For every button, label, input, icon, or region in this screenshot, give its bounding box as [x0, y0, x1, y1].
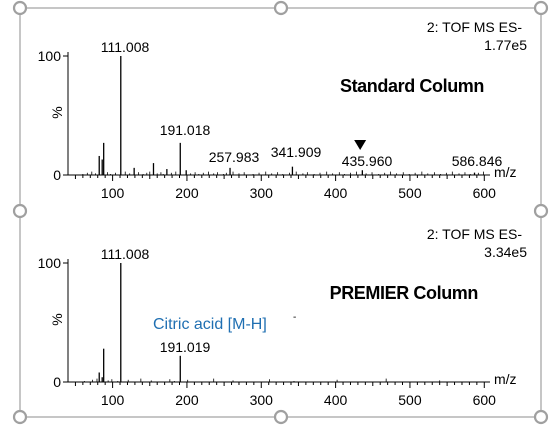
y-tick-label: 0: [53, 167, 61, 183]
x-tick-label: 200: [175, 392, 199, 408]
annotation-superscript: -: [293, 312, 296, 323]
x-tick-label: 500: [398, 392, 422, 408]
y-axis-label: %: [49, 106, 65, 118]
y-tick-label: 100: [38, 255, 62, 271]
resize-handle: [533, 409, 549, 425]
resize-handle: [533, 0, 549, 16]
resize-handle: [12, 203, 28, 219]
intensity-scale: 1.77e5: [484, 37, 527, 53]
resize-handle: [12, 0, 28, 16]
x-tick-label: 300: [250, 392, 274, 408]
peak-label: 191.019: [160, 339, 211, 355]
x-axis-label: m/z: [494, 164, 517, 180]
x-tick-label: 500: [398, 185, 422, 201]
peak-marker-triangle: [354, 140, 367, 150]
resize-handle: [273, 409, 289, 425]
peak-label: 435.960: [342, 153, 393, 169]
peak-label: 111.008: [101, 246, 150, 262]
citric-acid-annotation: Citric acid [M-H]: [153, 316, 267, 333]
x-tick-label: 100: [101, 185, 125, 201]
y-tick-label: 100: [38, 48, 62, 64]
resize-handle: [12, 409, 28, 425]
x-tick-label: 400: [324, 392, 348, 408]
selection-frame: [19, 7, 542, 418]
peak-label: 586.846: [452, 153, 503, 169]
resize-handle: [273, 0, 289, 16]
x-tick-label: 200: [175, 185, 199, 201]
peak-label: 191.018: [160, 122, 211, 138]
instrument-mode: 2: TOF MS ES-: [427, 19, 523, 35]
premier-column-spectrum: 0 100% 100 200 300 400 500 600 m/z 2: TOF MS ES- 3…: [38, 226, 528, 408]
intensity-scale: 3.34e5: [484, 244, 527, 260]
y-axis-label: %: [49, 313, 65, 325]
x-axis-label: m/z: [494, 371, 517, 387]
x-tick-label: 100: [101, 392, 125, 408]
panel-title: PREMIER Column: [330, 283, 478, 303]
x-tick-label: 600: [473, 185, 497, 201]
instrument-mode: 2: TOF MS ES-: [427, 226, 523, 242]
x-tick-label: 300: [250, 185, 274, 201]
panel-title: Standard Column: [340, 76, 484, 96]
resize-handle: [533, 203, 549, 219]
x-tick-label: 600: [473, 392, 497, 408]
peak-label: 341.909: [271, 144, 322, 160]
x-tick-label: 400: [324, 185, 348, 201]
peak-label: 257.983: [209, 149, 260, 165]
peak-label: 111.008: [101, 39, 150, 55]
standard-column-spectrum: 0 100% 100 200 300 400 500 600 m/z 2: TOF MS ES- 1…: [38, 19, 528, 201]
y-tick-label: 0: [53, 374, 61, 390]
